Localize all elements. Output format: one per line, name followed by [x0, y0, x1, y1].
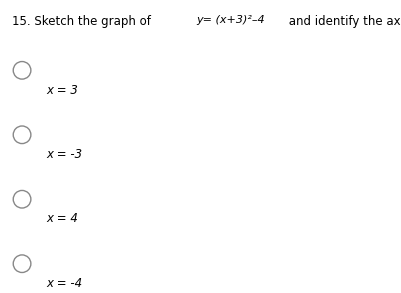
Text: y= (x+3)²–4: y= (x+3)²–4	[196, 15, 265, 25]
Text: x = 4: x = 4	[46, 212, 78, 225]
Text: and identify the axis of symmetry.: and identify the axis of symmetry.	[285, 15, 401, 28]
Text: x = -3: x = -3	[46, 148, 82, 161]
Text: x = -4: x = -4	[46, 277, 82, 290]
Text: 15. Sketch the graph of: 15. Sketch the graph of	[12, 15, 155, 28]
Text: x = 3: x = 3	[46, 84, 78, 96]
